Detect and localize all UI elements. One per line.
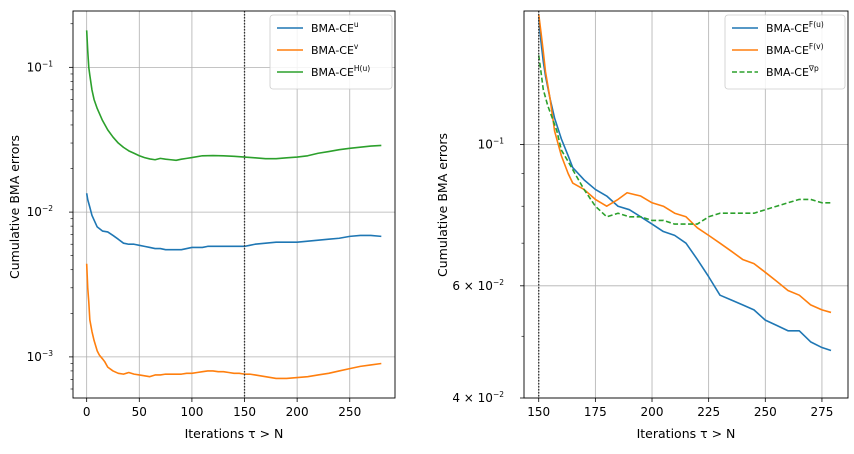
left-y-axis-label: Cumulative BMA errors xyxy=(7,135,22,279)
right-chart: 150 175 200 225 250 275 4 × 10−26 × 10−210−1 … xyxy=(435,10,849,441)
legend-label: BMA-CE∇p xyxy=(766,64,819,79)
x-tick-label: 225 xyxy=(697,405,720,419)
x-tick-label: 100 xyxy=(180,405,203,419)
right-legend: BMA-CEF(u) BMA-CEF(v) BMA-CE∇p xyxy=(724,14,846,90)
right-y-ticks: 4 × 10−2 6 × 10−2 10−1 xyxy=(452,136,524,405)
left-y-ticks: 10−3 10−2 10−1 xyxy=(27,23,73,390)
y-tick-label: 10−3 xyxy=(27,349,54,364)
x-tick-label: 200 xyxy=(641,405,664,419)
x-tick-label: 150 xyxy=(527,405,550,419)
legend-label: BMA-CEv xyxy=(311,42,359,57)
left-series xyxy=(85,30,382,380)
left-x-ticks: 0 50 100 150 200 250 xyxy=(83,398,361,419)
series-line-0 xyxy=(537,17,832,352)
x-tick-label: 175 xyxy=(584,405,607,419)
right-x-axis-label: Iterations τ > N xyxy=(637,426,736,441)
left-legend: BMA-CEu BMA-CEv BMA-CEH(u) xyxy=(269,14,393,90)
legend-label: BMA-CEH(u) xyxy=(311,64,370,79)
series-line-1 xyxy=(85,263,382,380)
y-tick-label: 6 × 10−2 xyxy=(452,278,504,293)
y-tick-label: 10−1 xyxy=(27,59,54,74)
series-line-0 xyxy=(85,193,382,251)
series-line-1 xyxy=(537,14,832,314)
legend-box xyxy=(724,14,846,90)
left-axes-frame xyxy=(72,10,396,399)
y-tick-label: 10−2 xyxy=(27,204,54,219)
right-x-ticks: 150 175 200 225 250 275 xyxy=(527,398,833,419)
x-tick-label: 275 xyxy=(810,405,833,419)
legend-box xyxy=(269,14,393,90)
x-tick-label: 250 xyxy=(754,405,777,419)
left-chart: 0 50 100 150 200 250 10−3 10−2 10−1 Iterations … xyxy=(7,10,396,441)
right-y-axis-label: Cumulative BMA errors xyxy=(435,133,450,277)
series-line-2 xyxy=(537,55,832,225)
series-line-2 xyxy=(85,30,382,162)
legend-label: BMA-CEF(u) xyxy=(766,20,824,35)
x-tick-label: 50 xyxy=(132,405,147,419)
right-series xyxy=(537,14,832,352)
y-tick-label: 4 × 10−2 xyxy=(452,390,504,405)
y-tick-label: 10−1 xyxy=(478,136,505,151)
x-tick-label: 150 xyxy=(233,405,256,419)
right-axes-frame xyxy=(523,10,849,399)
x-tick-label: 0 xyxy=(83,405,91,419)
legend-label: BMA-CEF(v) xyxy=(766,42,824,57)
x-tick-label: 250 xyxy=(338,405,361,419)
x-tick-label: 200 xyxy=(286,405,309,419)
legend-label: BMA-CEu xyxy=(311,20,359,35)
left-x-axis-label: Iterations τ > N xyxy=(185,426,284,441)
